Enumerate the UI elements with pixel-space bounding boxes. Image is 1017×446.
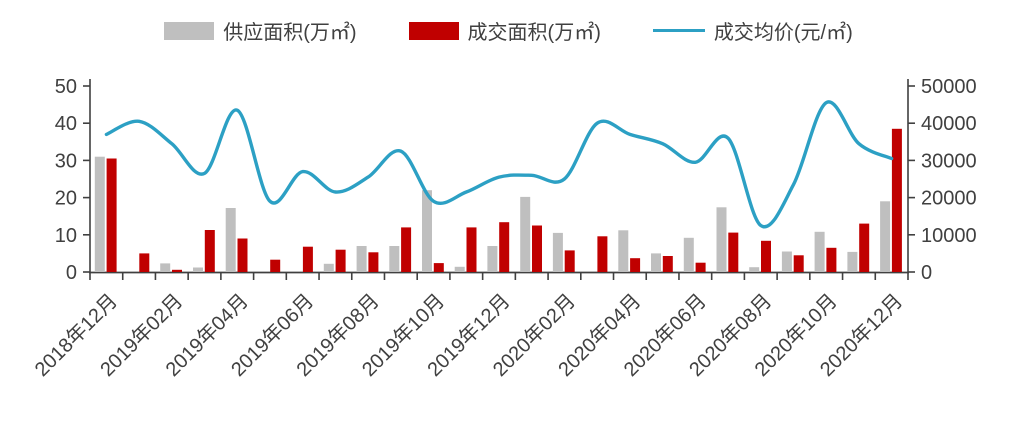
transaction-bar bbox=[172, 269, 182, 272]
left-axis-tick-label: 20 bbox=[55, 188, 77, 210]
supply-bar bbox=[422, 190, 432, 272]
transaction-bar bbox=[859, 223, 870, 272]
transaction-bar bbox=[302, 246, 313, 272]
supply-area-swatch bbox=[164, 21, 215, 40]
supply-bar bbox=[847, 251, 858, 272]
supply-bar bbox=[225, 208, 236, 272]
average-price-swatch bbox=[652, 28, 705, 33]
supply-bar bbox=[781, 251, 792, 272]
supply-bar bbox=[389, 246, 400, 272]
transaction-bar bbox=[793, 255, 804, 272]
transaction-bar bbox=[368, 252, 379, 272]
legend-label-average-price: 成交均价(元/㎡) bbox=[713, 22, 853, 44]
supply-bar bbox=[193, 267, 203, 272]
transaction-bar bbox=[597, 236, 608, 272]
supply-bar bbox=[651, 253, 661, 272]
supply-bar bbox=[552, 232, 563, 272]
transaction-bar bbox=[204, 230, 215, 272]
legend-item-average-price: 成交均价(元/㎡) bbox=[652, 16, 853, 45]
transaction-bar bbox=[728, 232, 739, 272]
transaction-bar bbox=[270, 259, 281, 272]
chart-legend: 供应面积(万㎡) 成交面积(万㎡) 成交均价(元/㎡) bbox=[0, 16, 1017, 45]
right-axis-tick-label: 0 bbox=[921, 262, 932, 284]
transaction-bar bbox=[662, 256, 673, 272]
transaction-bar bbox=[695, 262, 706, 272]
transaction-bar bbox=[891, 128, 902, 272]
transaction-bar bbox=[499, 222, 510, 272]
supply-bar bbox=[618, 230, 629, 272]
left-axis-tick-label: 10 bbox=[55, 225, 77, 247]
transaction-bar bbox=[532, 225, 542, 272]
legend-label-supply-area: 供应面积(万㎡) bbox=[223, 22, 357, 44]
supply-bar bbox=[814, 231, 825, 272]
supply-bar bbox=[880, 201, 891, 272]
left-axis-tick-label: 0 bbox=[66, 262, 77, 284]
transaction-bar bbox=[237, 238, 248, 272]
left-axis-tick-label: 40 bbox=[55, 113, 77, 135]
legend-label-transaction-area: 成交面积(万㎡) bbox=[467, 22, 601, 44]
transaction-bar bbox=[335, 249, 346, 272]
supply-bar bbox=[356, 246, 367, 272]
right-axis-tick-label: 50000 bbox=[921, 76, 977, 98]
left-axis-tick-label: 30 bbox=[55, 150, 77, 172]
transaction-bar bbox=[466, 227, 477, 272]
transaction-bar bbox=[761, 240, 771, 272]
supply-bar bbox=[749, 267, 760, 272]
right-axis-tick-label: 10000 bbox=[921, 225, 977, 247]
supply-bar bbox=[520, 196, 531, 272]
supply-bar bbox=[716, 207, 727, 272]
supply-bar bbox=[487, 246, 498, 272]
supply-bar bbox=[160, 263, 171, 272]
legend-item-supply-area: 供应面积(万㎡) bbox=[164, 16, 357, 45]
transaction-area-swatch bbox=[408, 21, 459, 40]
price-line bbox=[104, 100, 894, 229]
transaction-bar bbox=[564, 250, 575, 272]
transaction-bar bbox=[630, 258, 641, 272]
supply-bar bbox=[454, 266, 465, 272]
right-axis-tick-label: 30000 bbox=[921, 150, 977, 172]
supply-bar bbox=[94, 156, 105, 272]
transaction-bar bbox=[401, 227, 412, 272]
supply-bar bbox=[683, 237, 694, 272]
right-axis-tick-label: 20000 bbox=[921, 188, 977, 210]
transaction-bar bbox=[433, 263, 444, 272]
supply-bar bbox=[323, 263, 334, 272]
legend-item-transaction-area: 成交面积(万㎡) bbox=[408, 16, 601, 45]
transaction-bar bbox=[826, 247, 837, 272]
transaction-bar bbox=[139, 253, 150, 272]
right-axis-tick-label: 40000 bbox=[921, 113, 977, 135]
left-axis-tick-label: 50 bbox=[55, 76, 77, 98]
transaction-bar bbox=[106, 158, 117, 272]
